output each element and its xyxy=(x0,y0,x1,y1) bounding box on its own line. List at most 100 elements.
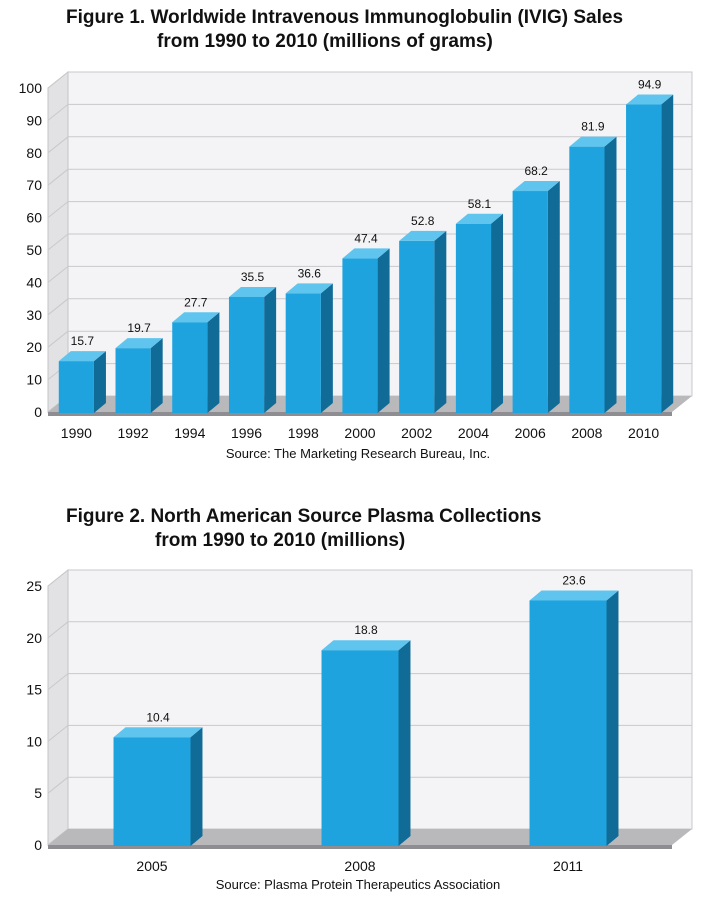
figure-1-x-tick-label: 1990 xyxy=(61,425,92,441)
figure-1-x-tick-label: 2006 xyxy=(515,425,546,441)
figure-1-bar-side xyxy=(93,351,106,413)
figure-1-bar-top xyxy=(399,230,447,241)
figure-1-bar-side xyxy=(547,181,560,413)
figure-2-bar-top xyxy=(529,590,619,601)
figure-1-title: Figure 1. Worldwide Intravenous Immunogl… xyxy=(0,6,716,54)
figure-2-title: Figure 2. North American Source Plasma C… xyxy=(0,505,716,553)
figure-1-data-label: 47.4 xyxy=(354,231,378,245)
figure-2-bar-2011 xyxy=(529,590,619,846)
figure-2-bar-front xyxy=(529,600,607,846)
figure-1-floor-edge xyxy=(48,412,672,416)
figure-1-data-label: 27.7 xyxy=(184,295,208,309)
figure-1-y-tick-label: 90 xyxy=(26,112,42,128)
figure-1-y-tick-label: 60 xyxy=(26,210,42,226)
figure-2-y-tick-label: 0 xyxy=(34,837,42,853)
figure-1-data-label: 36.6 xyxy=(298,266,322,280)
figure-1-gridline-side xyxy=(47,71,69,89)
figure-1-title-line-1: Figure 1. Worldwide Intravenous Immunogl… xyxy=(66,7,624,28)
figure-1-gridline-side xyxy=(47,266,69,283)
figure-2-bar-top xyxy=(113,727,203,738)
figure-2-bar-top xyxy=(321,640,411,651)
figure-1-bar-1996 xyxy=(228,286,277,413)
figure-1-data-label: 35.5 xyxy=(241,270,265,284)
figure-2-bar-2005 xyxy=(113,727,203,846)
figure-1-data-label: 15.7 xyxy=(71,334,95,348)
figure-1-bar-front xyxy=(512,191,548,413)
figure-1-x-tick-label: 2000 xyxy=(344,425,375,441)
figure-1-y-tick-label: 50 xyxy=(26,242,42,258)
figure-1-data-label: 19.7 xyxy=(127,321,151,335)
figure-1-bar-top xyxy=(115,338,163,349)
figure-1-gridline-side xyxy=(47,104,69,121)
figure-1-bar-front xyxy=(569,146,605,414)
figure-1-bar-side xyxy=(604,136,617,414)
figure-2-gridline-side xyxy=(47,725,69,742)
figure-1-data-label: 68.2 xyxy=(525,164,549,178)
figure-1-bar-front xyxy=(285,293,321,413)
figure-1-x-tick-label: 1994 xyxy=(174,425,205,441)
figure-1-gridline-side xyxy=(47,298,69,316)
figure-1-bar-front xyxy=(58,361,94,413)
figure-1-x-tick-label: 1996 xyxy=(231,425,262,441)
figure-2-gridline-side xyxy=(47,776,69,794)
figure-2-y-tick-label: 5 xyxy=(34,785,42,801)
figure-1-bar-side xyxy=(320,283,333,413)
figure-1-data-label: 52.8 xyxy=(411,214,435,228)
figure-2-data-label: 10.4 xyxy=(146,710,170,724)
figure-2-gridline-side xyxy=(47,673,69,690)
figure-2-y-tick-label: 15 xyxy=(26,682,42,698)
figure-1-bar-1994 xyxy=(172,312,220,413)
figure-2-side-wall xyxy=(47,568,69,847)
figure-1-bar-2000 xyxy=(342,248,390,413)
figure-2-x-tick-label: 2011 xyxy=(553,858,583,874)
figure-1-bar-1990 xyxy=(58,351,106,413)
figure-1-y-tick-label: 80 xyxy=(26,145,42,161)
figure-1-y-tick-label: 0 xyxy=(34,404,42,420)
figure-2-y-tick-label: 20 xyxy=(26,630,42,646)
figure-1-y-tick-label: 40 xyxy=(26,274,42,290)
figure-1-gridline-side xyxy=(47,168,69,186)
figure-1-data-label: 58.1 xyxy=(468,197,492,211)
figure-2-chart: 0 5 10 15 20 25 10.4 2005 18.8 2008 23.6 2011 xyxy=(26,568,693,874)
figure-1-data-label: 94.9 xyxy=(638,78,662,92)
figure-1-gridline-side xyxy=(47,136,69,154)
figure-1-bar-top xyxy=(228,286,277,297)
figure-1-y-tick-label: 70 xyxy=(26,177,42,193)
figure-1-gridline-side xyxy=(47,201,69,218)
figure-1-chart: 0 10 20 30 40 50 60 70 80 90 100 15.7 1990 19.7 1992 27… xyxy=(19,70,693,441)
figure-1-bar-top xyxy=(342,248,390,259)
figure-2-title-line-2: from 1990 to 2010 (millions) xyxy=(155,530,406,551)
figure-1-bar-1992 xyxy=(115,338,163,413)
figure-2-floor-edge xyxy=(48,845,672,849)
figure-1-data-label: 81.9 xyxy=(581,120,605,134)
figure-1-bar-front xyxy=(342,258,378,413)
figure-2-bar-side xyxy=(190,727,203,846)
figure-1-gridline-side xyxy=(47,233,69,251)
figure-1-bar-side xyxy=(491,213,504,413)
figure-1-bar-top xyxy=(58,351,106,362)
figure-1-bar-front xyxy=(228,296,265,413)
figure-1-bar-2002 xyxy=(399,230,447,413)
figure-1-bar-2010 xyxy=(626,94,674,414)
figure-1-bar-2008 xyxy=(569,136,617,414)
figure-1-x-tick-label: 2002 xyxy=(401,425,432,441)
figure-1-bar-front xyxy=(115,348,151,413)
figure-1-x-tick-label: 2008 xyxy=(571,425,602,441)
figure-2-bar-side xyxy=(606,590,619,846)
figure-2-bar-front xyxy=(321,650,399,846)
figure-1-title-line-2: from 1990 to 2010 (millions of grams) xyxy=(157,31,493,52)
figure-2-gridline-side xyxy=(47,569,69,587)
figure-1-bar-side xyxy=(207,312,220,413)
figure-2-bar-2008 xyxy=(321,640,411,846)
figure-2-data-label: 23.6 xyxy=(562,574,586,588)
figure-1-bar-side xyxy=(264,286,277,413)
figure-1-bar-side xyxy=(150,338,163,413)
figure-2-bar-front xyxy=(113,737,191,846)
figure-2-data-label: 18.8 xyxy=(354,623,378,637)
figure-1-bar-side xyxy=(661,94,674,414)
figure-1-y-tick-label: 20 xyxy=(26,339,42,355)
figure-1-gridline-side xyxy=(47,330,69,348)
figure-1-bar-side xyxy=(377,248,390,413)
figure-2-y-tick-label: 10 xyxy=(26,733,42,749)
figure-1-bar-2004 xyxy=(455,213,504,413)
